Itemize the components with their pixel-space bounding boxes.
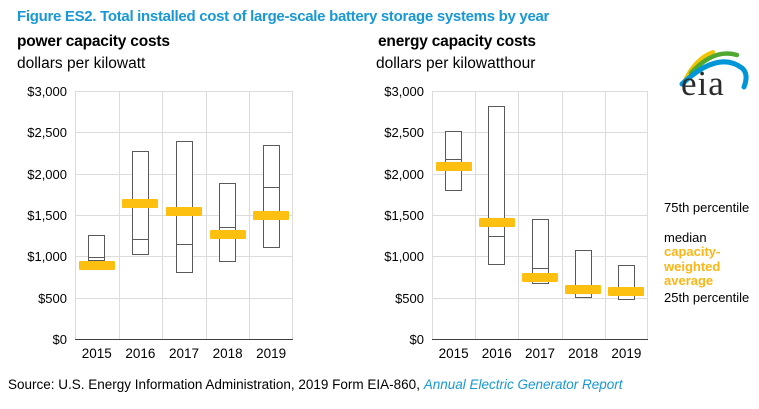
median-line	[531, 267, 549, 269]
y-axis-label: $3,000	[384, 84, 424, 99]
capacity-weighted-average-marker	[209, 229, 246, 239]
percentile-box	[488, 105, 506, 265]
y-axis-label: $3,000	[27, 84, 67, 99]
capacity-weighted-average-marker	[435, 161, 472, 171]
percentile-box	[88, 234, 106, 262]
legend-median: median	[664, 230, 707, 245]
x-axis-line	[432, 338, 648, 340]
gridline-vertical	[249, 91, 250, 339]
x-axis-label: 2016	[125, 346, 156, 361]
x-axis-label: 2018	[568, 346, 599, 361]
capacity-weighted-average-marker	[122, 198, 159, 208]
power-chart-units: dollars per kilowatt	[17, 55, 146, 72]
y-axis-label: $2,500	[27, 125, 67, 141]
median-line	[445, 158, 463, 160]
capacity-weighted-average-marker	[608, 286, 645, 296]
y-axis-label: $2,000	[27, 166, 67, 182]
eia-logo-swoosh-icon	[679, 50, 749, 90]
source-text: Source: U.S. Energy Information Administ…	[8, 377, 424, 392]
x-axis-label: 2015	[438, 346, 469, 361]
y-axis-label: $500	[395, 290, 424, 306]
gridline-vertical	[75, 91, 76, 339]
x-axis-label: 2019	[256, 346, 287, 361]
x-axis-label: 2017	[168, 346, 200, 361]
gridline-vertical	[518, 91, 519, 339]
median-line	[88, 257, 106, 259]
legend-25th-percentile: 25th percentile	[664, 290, 750, 305]
gridline-vertical	[432, 91, 433, 339]
legend-capacity-weighted-average: capacity-weighted average	[664, 244, 721, 288]
gridline-vertical	[647, 91, 648, 339]
median-line	[488, 236, 506, 238]
median-line	[131, 238, 149, 240]
eia-logo: eia	[676, 42, 754, 108]
capacity-weighted-average-marker	[478, 217, 515, 227]
gridline-horizontal	[432, 132, 648, 134]
power-chart-plot: $0 $500 $1,000 $1,500 $2,000 $2,500 $3,000 2015…	[27, 84, 293, 361]
percentile-box	[531, 219, 549, 284]
gridline-horizontal	[432, 215, 648, 216]
x-axis-line	[75, 338, 293, 340]
gridline-vertical	[162, 91, 163, 339]
capacity-weighted-average-marker	[253, 210, 290, 220]
gridline-horizontal	[75, 132, 293, 134]
percentile-box	[262, 144, 280, 249]
gridline-vertical	[562, 91, 563, 339]
power-chart-title: power capacity costs	[17, 33, 170, 50]
gridline-vertical	[475, 91, 476, 339]
y-axis-label: $2,500	[384, 125, 424, 141]
gridline-vertical	[292, 91, 293, 339]
x-axis-label: 2018	[212, 346, 243, 361]
x-axis-label: 2016	[481, 346, 512, 361]
y-axis-label: $1,000	[384, 249, 424, 265]
capacity-weighted-average-marker	[166, 207, 202, 217]
gridline-horizontal	[432, 173, 648, 175]
x-axis-label: 2015	[81, 346, 112, 361]
gridline-vertical	[119, 91, 120, 339]
legend-75th-percentile: 75th percentile	[664, 200, 750, 215]
source-report-link[interactable]: Annual Electric Generator Report	[423, 377, 623, 392]
source-line: Source: U.S. Energy Information Administ…	[8, 377, 623, 392]
gridline-horizontal	[432, 91, 648, 92]
y-axis-label: $0	[409, 332, 424, 347]
eia-logo-text: eia	[681, 64, 725, 103]
median-line	[219, 227, 237, 229]
gridline-horizontal	[432, 297, 648, 299]
percentile-box	[175, 140, 193, 273]
y-axis-label: $500	[38, 290, 67, 306]
percentile-box	[445, 130, 463, 192]
capacity-weighted-average-marker	[78, 260, 115, 270]
figure-title: Figure ES2. Total installed cost of larg…	[17, 8, 550, 25]
y-axis-label: $2,000	[384, 166, 424, 182]
gridline-vertical	[605, 91, 606, 339]
median-line	[262, 186, 280, 188]
energy-chart-title: energy capacity costs	[378, 33, 536, 50]
capacity-weighted-average-marker	[522, 272, 558, 282]
gridline-vertical	[206, 91, 207, 339]
capacity-weighted-average-marker	[565, 284, 602, 294]
y-axis-label: $1,000	[27, 249, 67, 265]
y-axis-label: $1,500	[384, 208, 424, 223]
y-axis-label: $1,500	[27, 208, 67, 223]
x-axis-label: 2019	[611, 346, 642, 361]
percentile-box	[219, 182, 237, 263]
energy-chart-units: dollars per kilowatthour	[376, 55, 536, 72]
gridline-horizontal	[75, 91, 293, 92]
x-axis-label: 2017	[524, 346, 556, 361]
gridline-horizontal	[75, 297, 293, 299]
energy-chart-plot: $0 $500 $1,000 $1,500 $2,000 $2,500 $3,000 2015…	[384, 84, 648, 361]
median-line	[175, 243, 193, 245]
y-axis-label: $0	[52, 332, 67, 347]
